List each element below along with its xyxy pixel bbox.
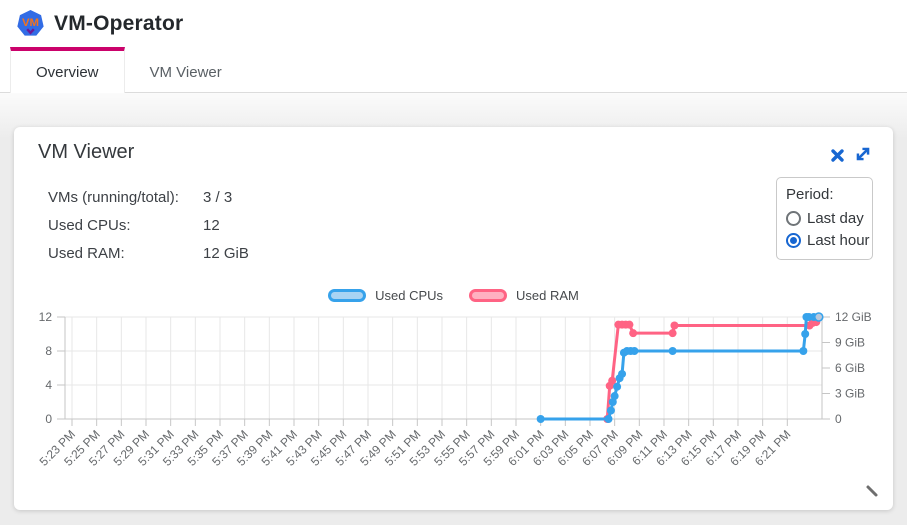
svg-text:8: 8 bbox=[45, 344, 52, 358]
tab-overview[interactable]: Overview bbox=[10, 47, 125, 93]
ram-legend-swatch bbox=[469, 289, 508, 302]
svg-text:12 GiB: 12 GiB bbox=[835, 310, 872, 324]
stat-value: 12 GiB bbox=[203, 245, 249, 262]
svg-text:3 GiB: 3 GiB bbox=[835, 387, 865, 401]
svg-text:4: 4 bbox=[45, 378, 52, 392]
card-title: VM Viewer bbox=[38, 141, 135, 163]
svg-text:0: 0 bbox=[835, 412, 842, 426]
vm-operator-logo-icon: VM bbox=[17, 10, 44, 36]
period-group: Period: Last day Last hour bbox=[776, 177, 873, 260]
stat-used-cpus: Used CPUs: 12 bbox=[48, 217, 220, 234]
svg-text:6 GiB: 6 GiB bbox=[835, 361, 865, 375]
radio-icon bbox=[786, 233, 801, 248]
tab-vm-viewer[interactable]: VM Viewer bbox=[149, 63, 222, 81]
expand-button[interactable] bbox=[853, 144, 873, 164]
stat-label: VMs (running/total): bbox=[48, 189, 179, 206]
radio-last-day[interactable]: Last day bbox=[786, 210, 864, 227]
legend-item-used-cpus[interactable]: Used CPUs bbox=[328, 288, 443, 303]
stat-label: Used CPUs: bbox=[48, 217, 131, 234]
svg-text:VM: VM bbox=[22, 17, 39, 29]
legend-item-used-ram[interactable]: Used RAM bbox=[469, 288, 579, 303]
cpu-legend-swatch bbox=[328, 289, 367, 302]
svg-text:0: 0 bbox=[45, 412, 52, 426]
app-header: VM VM-Operator Overview VM Viewer bbox=[0, 0, 907, 93]
vm-viewer-card: VM Viewer VMs (running/total): 3 / 3 Use… bbox=[14, 127, 893, 510]
radio-last-hour[interactable]: Last hour bbox=[786, 232, 870, 249]
svg-text:12: 12 bbox=[39, 310, 53, 324]
stat-vms: VMs (running/total): 3 / 3 bbox=[48, 189, 232, 206]
radio-icon bbox=[786, 211, 801, 226]
stat-used-ram: Used RAM: 12 GiB bbox=[48, 245, 249, 262]
svg-text:9 GiB: 9 GiB bbox=[835, 336, 865, 350]
tabbar: Overview VM Viewer bbox=[0, 47, 907, 93]
stat-value: 3 / 3 bbox=[203, 189, 233, 206]
page-body: VM Viewer VMs (running/total): 3 / 3 Use… bbox=[0, 93, 907, 525]
app-title: VM-Operator bbox=[54, 11, 184, 35]
resize-handle-icon[interactable] bbox=[864, 483, 880, 499]
stat-value: 12 bbox=[203, 217, 220, 234]
stat-label: Used RAM: bbox=[48, 245, 125, 262]
expand-diagonal-icon bbox=[856, 147, 870, 161]
close-icon bbox=[830, 148, 844, 162]
chart-legend: Used CPUs Used RAM bbox=[14, 288, 893, 303]
close-button[interactable] bbox=[827, 145, 847, 165]
period-label: Period: bbox=[786, 186, 834, 203]
